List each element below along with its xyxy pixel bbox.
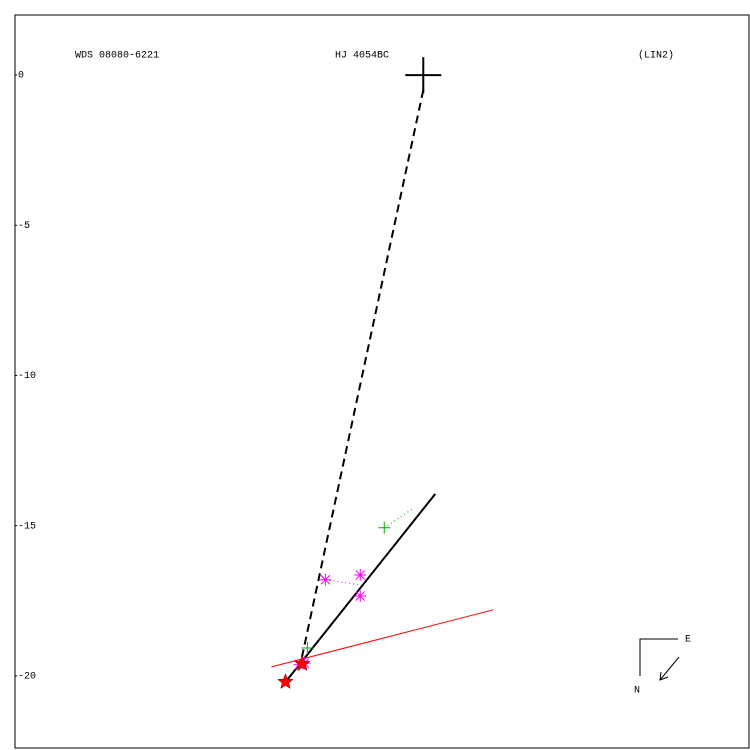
compass-east: E <box>685 635 691 646</box>
segment <box>325 579 361 586</box>
compass-arrow <box>659 656 680 681</box>
y-tick-label: -15 <box>18 521 36 532</box>
y-tick-label: 0 <box>18 71 24 82</box>
header-label: (LIN2) <box>638 50 674 62</box>
segment <box>271 609 494 668</box>
asterisk-marker <box>354 589 367 602</box>
compass-north: N <box>634 686 640 697</box>
primary-marker <box>405 57 442 94</box>
y-tick-label: -10 <box>18 371 36 382</box>
header-label: WDS 08080-6221 <box>75 51 159 62</box>
star-marker <box>277 673 294 689</box>
star-marker <box>294 655 311 671</box>
compass: E N <box>634 635 691 697</box>
compass-axes <box>639 638 678 676</box>
asterisk-marker <box>354 568 367 581</box>
segment <box>299 89 425 665</box>
compass-arrowhead <box>659 671 669 681</box>
header-label: HJ 4054BC <box>335 51 389 62</box>
plot-frame <box>14 14 750 749</box>
plus-marker <box>301 641 314 654</box>
asterisk-marker <box>319 573 332 586</box>
y-tick-label: -5 <box>18 221 30 232</box>
segment <box>286 493 437 681</box>
plus-marker <box>378 521 391 534</box>
y-tick-label: -20 <box>18 672 36 683</box>
